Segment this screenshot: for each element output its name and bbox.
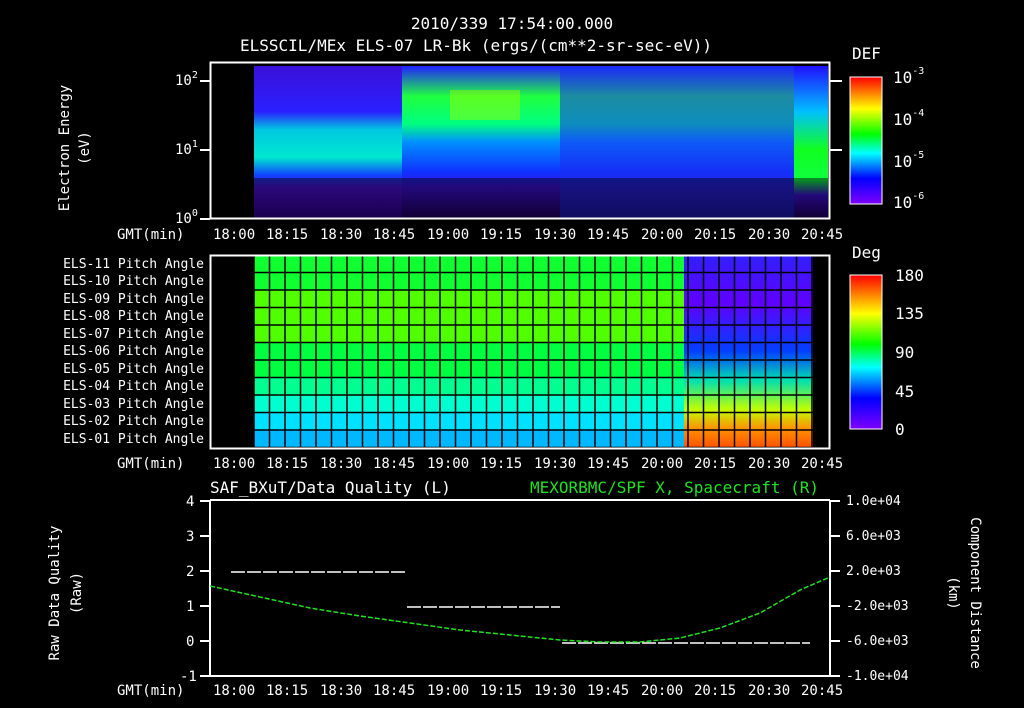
panel3-ylabel-right-1: Component Distance xyxy=(967,517,983,669)
xtick: 20:00 xyxy=(641,683,684,699)
panel1-ytick-1: 100 xyxy=(175,208,198,227)
xtick: 19:45 xyxy=(587,227,630,243)
xtick: 20:45 xyxy=(801,683,844,699)
panel3-title-right: MEXORBMC/SPF X, Spacecraft (R) xyxy=(530,478,819,497)
xtick: 20:00 xyxy=(641,227,684,243)
plot-timestamp: 2010/339 17:54:00.000 xyxy=(410,14,614,33)
ytick-left: 2 xyxy=(186,564,195,580)
xtick: 18:30 xyxy=(320,227,363,243)
colorbar2-tick: 90 xyxy=(895,343,915,362)
xtick: 18:00 xyxy=(213,456,256,472)
panel2-xlabel: GMT(min) xyxy=(117,456,185,472)
xtick: 19:30 xyxy=(534,227,577,243)
xtick: 19:45 xyxy=(587,683,630,699)
xtick: 18:15 xyxy=(266,227,309,243)
xtick: 19:15 xyxy=(480,227,523,243)
colorbar2-title: Deg xyxy=(852,243,881,262)
xtick: 19:45 xyxy=(587,456,630,472)
row-label: ELS-04 Pitch Angle xyxy=(63,379,204,394)
colorbar1-title: DEF xyxy=(852,44,881,63)
row-label: ELS-11 Pitch Angle xyxy=(63,257,204,272)
ytick-left: 0 xyxy=(186,634,195,650)
ytick-left: 1 xyxy=(186,599,195,615)
colorbar1-tick-2: 10-5 xyxy=(893,150,925,171)
xtick: 20:30 xyxy=(748,683,791,699)
xtick: 18:30 xyxy=(320,683,363,699)
row-label: ELS-02 Pitch Angle xyxy=(63,414,204,429)
row-label: ELS-08 Pitch Angle xyxy=(63,309,204,324)
ytick-right: -6.0e+03 xyxy=(846,634,909,649)
xtick: 18:45 xyxy=(373,227,416,243)
xtick: 20:30 xyxy=(748,456,791,472)
xtick: 18:15 xyxy=(266,456,309,472)
xtick: 18:45 xyxy=(373,456,416,472)
panel3-title-left: SAF_BXuT/Data Quality (L) xyxy=(210,478,451,497)
ytick-right: 1.0e+04 xyxy=(846,494,901,509)
xtick: 19:15 xyxy=(480,683,523,699)
panel1-ylabel-1: Electron Energy xyxy=(57,84,73,212)
row-label: ELS-03 Pitch Angle xyxy=(63,397,204,412)
xtick: 18:30 xyxy=(320,456,363,472)
colorbar2-tick: 0 xyxy=(895,420,905,439)
xtick: 20:15 xyxy=(694,456,737,472)
xtick: 19:00 xyxy=(427,456,470,472)
row-label: ELS-05 Pitch Angle xyxy=(63,362,204,377)
xtick: 19:00 xyxy=(427,683,470,699)
xtick: 20:15 xyxy=(694,683,737,699)
panel3-ylabel-right-2: (km) xyxy=(945,576,961,610)
ytick-right: 6.0e+03 xyxy=(846,529,901,544)
ytick-right: -2.0e+03 xyxy=(846,599,909,614)
colorbar1-tick-3: 10-6 xyxy=(893,191,925,212)
row-label: ELS-10 Pitch Angle xyxy=(63,274,204,289)
colorbar2-tick: 180 xyxy=(895,266,924,285)
xtick: 20:45 xyxy=(801,227,844,243)
ytick-left: 4 xyxy=(186,494,195,510)
panel3-ylabel-left-2: (Raw) xyxy=(69,571,85,615)
panel1-xlabel: GMT(min) xyxy=(117,227,185,243)
panel1-ylabel-2: (eV) xyxy=(77,131,93,165)
xtick: 19:30 xyxy=(534,683,577,699)
xtick: 19:30 xyxy=(534,456,577,472)
panel3-xlabel: GMT(min) xyxy=(117,683,185,699)
ytick-left: -1 xyxy=(180,669,197,685)
xtick: 20:00 xyxy=(641,456,684,472)
xtick: 20:30 xyxy=(748,227,791,243)
colorbar2-tick: 45 xyxy=(895,382,915,401)
colorbar2-tick: 135 xyxy=(895,304,924,323)
colorbar1-tick-0: 10-3 xyxy=(893,66,925,87)
xtick: 19:15 xyxy=(480,456,523,472)
row-label: ELS-06 Pitch Angle xyxy=(63,344,204,359)
ytick-right: 2.0e+03 xyxy=(846,564,901,579)
row-label: ELS-07 Pitch Angle xyxy=(63,327,204,342)
row-label: ELS-01 Pitch Angle xyxy=(63,432,204,447)
plot-subtitle: ELSSCIL/MEx ELS-07 LR-Bk (ergs/(cm**2-sr… xyxy=(240,36,713,55)
panel1-ytick-10: 101 xyxy=(175,139,198,158)
xtick: 18:00 xyxy=(213,227,256,243)
colorbar1-tick-1: 10-4 xyxy=(893,108,925,129)
panel3-ylabel-left-1: Raw Data Quality xyxy=(47,525,63,661)
ytick-right: -1.0e+04 xyxy=(846,669,909,684)
xtick: 18:45 xyxy=(373,683,416,699)
panel1-ytick-100: 102 xyxy=(175,70,198,89)
ytick-left: 3 xyxy=(186,529,195,545)
xtick: 20:45 xyxy=(801,456,844,472)
row-label: ELS-09 Pitch Angle xyxy=(63,292,204,307)
xtick: 19:00 xyxy=(427,227,470,243)
xtick: 18:00 xyxy=(213,683,256,699)
xtick: 18:15 xyxy=(266,683,309,699)
xtick: 20:15 xyxy=(694,227,737,243)
